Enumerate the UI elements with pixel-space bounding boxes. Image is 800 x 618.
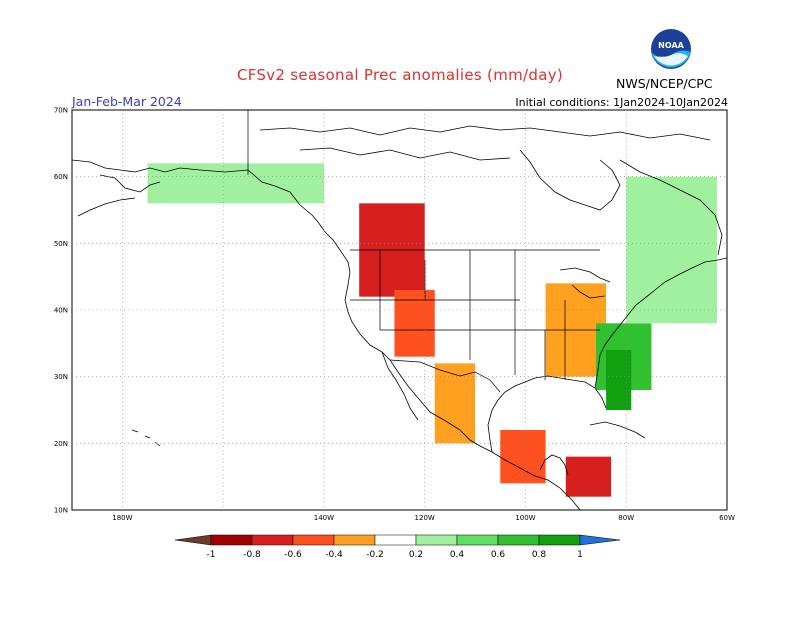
- coastlines: [72, 125, 727, 510]
- colorbar-swatch: [538, 534, 581, 546]
- colorbar-label: 0.4: [450, 550, 465, 560]
- colorbar-label: 1: [577, 550, 583, 560]
- colorbar-swatch: [415, 534, 458, 546]
- anomaly-region-3: [500, 430, 546, 484]
- lat-label: 40N: [54, 307, 68, 315]
- anomaly-region-7: [606, 350, 632, 410]
- colorbar-label: -1: [207, 550, 216, 560]
- colorbar-label: 0.2: [409, 550, 423, 560]
- noaa-logo-text: NOAA: [658, 41, 684, 50]
- graticule: [72, 110, 727, 510]
- colorbar-swatch: [374, 534, 417, 546]
- anomaly-region-1: [394, 290, 435, 357]
- colorbar-label: 0.8: [532, 550, 547, 560]
- map-title: CFSv2 seasonal Prec anomalies (mm/day): [236, 66, 564, 84]
- colorbar-swatch: [497, 534, 540, 546]
- forecast-period: Jan-Feb-Mar 2024: [72, 94, 182, 109]
- anomaly-region-4: [565, 456, 612, 497]
- political-borders: [247, 110, 600, 393]
- colorbar-swatch: [456, 534, 499, 546]
- lat-label: 50N: [54, 240, 68, 248]
- colorbar-label: -0.6: [284, 550, 302, 560]
- colorbar-swatch: [210, 534, 253, 546]
- anomaly-region-8: [626, 176, 717, 324]
- noaa-logo: NOAA: [651, 29, 691, 69]
- colorbar-label: 0.6: [491, 550, 506, 560]
- lon-label: 140W: [314, 514, 334, 522]
- agency-label: NWS/NCEP/CPC: [616, 76, 713, 91]
- longitude-labels: 180W 140W 120W 100W 80W 60W: [112, 514, 735, 522]
- colorbar-label: -0.4: [325, 550, 343, 560]
- colorbar-min-arrow: [174, 534, 212, 546]
- colorbar: -1 -0.8 -0.6 -0.4 -0.2 0.2 0.4 0.6 0.8 1: [174, 534, 621, 560]
- colorbar-max-arrow: [579, 534, 621, 546]
- anomaly-region-2: [434, 363, 476, 444]
- colorbar-swatch: [251, 534, 294, 546]
- lat-label: 70N: [54, 107, 68, 115]
- anomaly-region-9: [147, 163, 324, 204]
- latitude-labels: 70N 60N 50N 40N 30N 20N 10N: [54, 107, 68, 515]
- lon-label: 60W: [719, 514, 735, 522]
- colorbar-label: -0.2: [366, 550, 384, 560]
- lat-label: 60N: [54, 173, 68, 181]
- lon-label: 100W: [515, 514, 535, 522]
- lon-label: 180W: [112, 514, 132, 522]
- map-plot-area: [72, 110, 727, 510]
- colorbar-label: -0.8: [243, 550, 261, 560]
- lat-label: 10N: [54, 507, 68, 515]
- lat-label: 30N: [54, 373, 68, 381]
- lon-label: 120W: [415, 514, 435, 522]
- lat-label: 20N: [54, 440, 68, 448]
- colorbar-swatch: [292, 534, 335, 546]
- lon-label: 80W: [618, 514, 634, 522]
- initial-conditions: Initial conditions: 1Jan2024-10Jan2024: [515, 96, 728, 109]
- colorbar-swatch: [333, 534, 376, 546]
